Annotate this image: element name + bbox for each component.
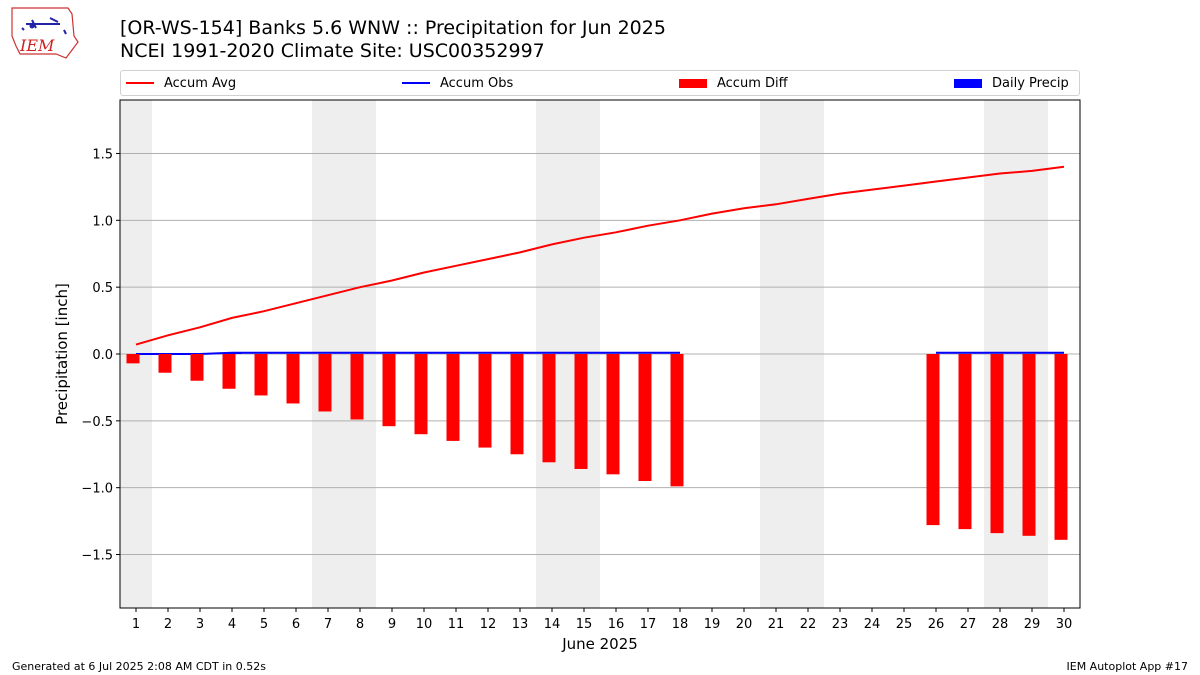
legend: Accum Avg Accum Obs Accum Diff Daily Pre… — [120, 70, 1080, 96]
accum-diff-bar-11 — [446, 354, 460, 441]
y-tick-label-6: 1.5 — [92, 147, 113, 162]
y-tick-label-5: 1.0 — [92, 214, 113, 229]
legend-label-daily-precip: Daily Precip — [992, 75, 1069, 91]
logo-text: IEM — [19, 36, 55, 55]
x-tick-label-3: 3 — [196, 617, 204, 632]
accum-diff-bar-7 — [318, 354, 332, 412]
plot-frame — [119, 99, 1081, 609]
x-tick-label-29: 29 — [1024, 617, 1041, 632]
x-tick-label-15: 15 — [576, 617, 593, 632]
legend-swatch-accum-diff — [679, 78, 707, 88]
weekend-shade-4 — [760, 100, 824, 608]
y-axis-label: Precipitation [inch] — [53, 283, 71, 425]
x-tick-label-24: 24 — [864, 617, 881, 632]
x-tick-label-10: 10 — [416, 617, 433, 632]
accum-diff-bar-9 — [382, 354, 396, 427]
daily-precip-bar-4 — [228, 352, 242, 354]
accum-avg-line — [135, 165, 1065, 346]
x-tick-label-7: 7 — [324, 617, 332, 632]
legend-swatch-accum-obs — [402, 82, 430, 84]
x-tick-label-30: 30 — [1056, 617, 1073, 632]
legend-item-accum-obs: Accum Obs — [402, 71, 513, 95]
legend-item-accum-avg: Accum Avg — [126, 71, 236, 95]
x-tick-label-21: 21 — [768, 617, 785, 632]
accum-diff-bar-3 — [190, 354, 204, 381]
legend-swatch-daily-precip — [954, 78, 982, 88]
x-tick-label-12: 12 — [480, 617, 497, 632]
x-tick-label-17: 17 — [640, 617, 657, 632]
x-tick-label-13: 13 — [512, 617, 529, 632]
x-tick-label-16: 16 — [608, 617, 625, 632]
y-tick-label-2: −0.5 — [81, 415, 113, 430]
x-tick-label-18: 18 — [672, 617, 689, 632]
accum-diff-bar-27 — [958, 354, 972, 530]
x-tick-label-11: 11 — [448, 617, 465, 632]
iem-logo: IEM — [11, 7, 79, 59]
legend-label-accum-diff: Accum Diff — [717, 75, 788, 91]
y-tick-label-4: 0.5 — [92, 281, 113, 296]
weekend-shade-1 — [120, 100, 152, 608]
accum-diff-bar-29 — [1022, 354, 1036, 536]
footer-generated: Generated at 6 Jul 2025 2:08 AM CDT in 0… — [12, 660, 266, 673]
y-tick-label-0: −1.5 — [81, 549, 113, 564]
x-tick-label-8: 8 — [356, 617, 364, 632]
x-tick-label-26: 26 — [928, 617, 945, 632]
accum-diff-bar-8 — [350, 354, 364, 420]
x-tick-label-5: 5 — [260, 617, 268, 632]
x-tick-label-20: 20 — [736, 617, 753, 632]
accum-diff-bar-17 — [638, 354, 652, 481]
chart-subtitle: NCEI 1991-2020 Climate Site: USC00352997 — [120, 40, 545, 62]
accum-diff-bar-5 — [254, 354, 268, 396]
legend-label-accum-avg: Accum Avg — [164, 75, 237, 91]
accum-diff-bar-16 — [606, 354, 620, 475]
x-tick-label-4: 4 — [228, 617, 236, 632]
x-tick-label-2: 2 — [164, 617, 172, 632]
legend-item-accum-diff: Accum Diff — [679, 71, 788, 95]
accum-diff-bar-26 — [926, 354, 940, 526]
x-tick-label-6: 6 — [292, 617, 300, 632]
x-tick-label-27: 27 — [960, 617, 977, 632]
accum-diff-bar-13 — [510, 354, 524, 455]
x-tick-label-23: 23 — [832, 617, 849, 632]
accum-diff-bar-1 — [126, 354, 140, 364]
x-tick-label-1: 1 — [132, 617, 140, 632]
x-tick-label-22: 22 — [800, 617, 817, 632]
accum-diff-bar-15 — [574, 354, 588, 469]
footer-app: IEM Autoplot App #17 — [1066, 660, 1189, 673]
x-tick-label-9: 9 — [388, 617, 396, 632]
x-axis-label: June 2025 — [561, 635, 638, 653]
legend-label-accum-obs: Accum Obs — [440, 75, 514, 91]
x-tick-label-19: 19 — [704, 617, 721, 632]
weekend-shade-3 — [536, 100, 600, 608]
accum-diff-bar-30 — [1054, 354, 1068, 540]
x-tick-label-14: 14 — [544, 617, 561, 632]
accum-diff-bar-12 — [478, 354, 492, 448]
accum-diff-bar-4 — [222, 354, 236, 389]
accum-obs-line-1 — [136, 351, 680, 355]
accum-diff-bar-14 — [542, 354, 556, 463]
x-tick-label-25: 25 — [896, 617, 913, 632]
weekend-shade-2 — [312, 100, 376, 608]
y-tick-label-3: 0.0 — [92, 348, 113, 363]
x-tick-label-28: 28 — [992, 617, 1009, 632]
accum-diff-bar-28 — [990, 354, 1004, 534]
weekend-shade-5 — [984, 100, 1048, 608]
accum-diff-bar-18 — [670, 354, 684, 487]
chart-title: [OR-WS-154] Banks 5.6 WNW :: Precipitati… — [120, 17, 666, 39]
accum-diff-bar-10 — [414, 354, 428, 435]
accum-diff-bar-6 — [286, 354, 300, 404]
accum-diff-bar-2 — [158, 354, 172, 373]
y-tick-label-1: −1.0 — [81, 482, 113, 497]
legend-item-daily-precip: Daily Precip — [954, 71, 1069, 95]
legend-swatch-accum-avg — [126, 82, 154, 84]
